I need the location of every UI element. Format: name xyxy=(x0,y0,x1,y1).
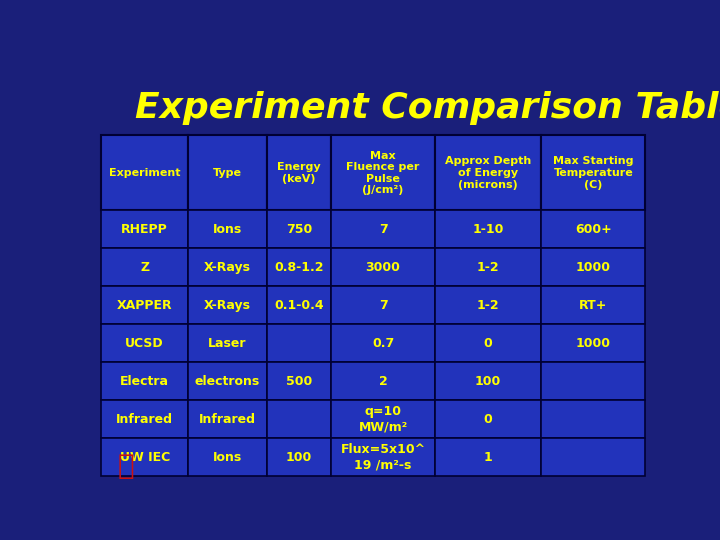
Text: UW IEC: UW IEC xyxy=(120,451,170,464)
Text: RHEPP: RHEPP xyxy=(121,223,168,236)
Text: X-Rays: X-Rays xyxy=(204,299,251,312)
Bar xyxy=(435,136,541,211)
Bar xyxy=(266,362,331,401)
Text: RT+: RT+ xyxy=(579,299,608,312)
Bar xyxy=(101,438,188,476)
Text: UCSD: UCSD xyxy=(125,337,164,350)
Text: Max Starting
Temperature
(C): Max Starting Temperature (C) xyxy=(553,157,634,190)
Text: XAPPER: XAPPER xyxy=(117,299,173,312)
Bar xyxy=(331,287,435,325)
Text: Experiment Comparison Table: Experiment Comparison Table xyxy=(135,91,720,125)
Text: 1000: 1000 xyxy=(576,261,611,274)
Text: Type: Type xyxy=(213,168,242,178)
Bar xyxy=(101,287,188,325)
Text: Electra: Electra xyxy=(120,375,169,388)
Bar xyxy=(331,362,435,401)
Bar xyxy=(188,438,266,476)
Text: 0: 0 xyxy=(484,413,492,426)
Text: Energy
(keV): Energy (keV) xyxy=(277,162,320,184)
Text: 3000: 3000 xyxy=(366,261,400,274)
Bar xyxy=(188,401,266,438)
Text: 100: 100 xyxy=(286,451,312,464)
Bar xyxy=(188,136,266,211)
Bar xyxy=(101,401,188,438)
Bar xyxy=(435,362,541,401)
Bar xyxy=(331,438,435,476)
Bar xyxy=(541,248,645,287)
Text: X-Rays: X-Rays xyxy=(204,261,251,274)
Bar xyxy=(188,287,266,325)
Text: 7: 7 xyxy=(379,223,387,236)
Bar xyxy=(266,248,331,287)
Bar xyxy=(101,136,188,211)
Text: ✊: ✊ xyxy=(117,452,134,480)
Bar xyxy=(331,211,435,248)
Text: Flux=5x10^
19 /m²-s: Flux=5x10^ 19 /m²-s xyxy=(341,443,426,471)
Bar xyxy=(331,401,435,438)
Bar xyxy=(435,248,541,287)
Text: electrons: electrons xyxy=(194,375,260,388)
Text: 1000: 1000 xyxy=(576,337,611,350)
Bar xyxy=(331,248,435,287)
Text: 0: 0 xyxy=(484,337,492,350)
Bar xyxy=(541,438,645,476)
Bar xyxy=(435,211,541,248)
Text: 0.1-0.4: 0.1-0.4 xyxy=(274,299,324,312)
Bar xyxy=(541,287,645,325)
Text: Infrared: Infrared xyxy=(199,413,256,426)
Bar xyxy=(541,401,645,438)
Bar xyxy=(331,325,435,362)
Text: Z: Z xyxy=(140,261,149,274)
Bar xyxy=(266,401,331,438)
Bar xyxy=(188,325,266,362)
Bar xyxy=(435,325,541,362)
Bar xyxy=(266,211,331,248)
Text: 0.7: 0.7 xyxy=(372,337,394,350)
Text: 0.8-1.2: 0.8-1.2 xyxy=(274,261,323,274)
Text: Infrared: Infrared xyxy=(116,413,173,426)
Text: 1: 1 xyxy=(484,451,492,464)
Bar xyxy=(266,287,331,325)
Bar xyxy=(188,362,266,401)
Bar xyxy=(266,136,331,211)
Bar xyxy=(435,438,541,476)
Bar xyxy=(101,248,188,287)
Text: Max
Fluence per
Pulse
(J/cm²): Max Fluence per Pulse (J/cm²) xyxy=(346,151,420,195)
Text: 1-2: 1-2 xyxy=(477,299,500,312)
Text: Experiment: Experiment xyxy=(109,168,181,178)
Bar xyxy=(101,362,188,401)
Bar xyxy=(266,325,331,362)
Bar xyxy=(435,401,541,438)
Bar xyxy=(435,287,541,325)
Text: 1-2: 1-2 xyxy=(477,261,500,274)
Bar xyxy=(331,136,435,211)
Text: Ions: Ions xyxy=(212,223,242,236)
Bar xyxy=(188,211,266,248)
Text: 7: 7 xyxy=(379,299,387,312)
Text: 2: 2 xyxy=(379,375,387,388)
Text: Laser: Laser xyxy=(208,337,247,350)
Bar xyxy=(541,325,645,362)
Text: 1-10: 1-10 xyxy=(472,223,504,236)
Text: 500: 500 xyxy=(286,375,312,388)
Text: Ions: Ions xyxy=(212,451,242,464)
Bar xyxy=(188,248,266,287)
Bar xyxy=(101,325,188,362)
Bar xyxy=(541,211,645,248)
Bar xyxy=(266,438,331,476)
Text: Approx Depth
of Energy
(microns): Approx Depth of Energy (microns) xyxy=(445,157,531,190)
Text: 750: 750 xyxy=(286,223,312,236)
Text: 600+: 600+ xyxy=(575,223,612,236)
Bar xyxy=(101,211,188,248)
Bar xyxy=(541,362,645,401)
Text: q=10
MW/m²: q=10 MW/m² xyxy=(359,406,408,434)
Bar xyxy=(541,136,645,211)
Text: 100: 100 xyxy=(475,375,501,388)
